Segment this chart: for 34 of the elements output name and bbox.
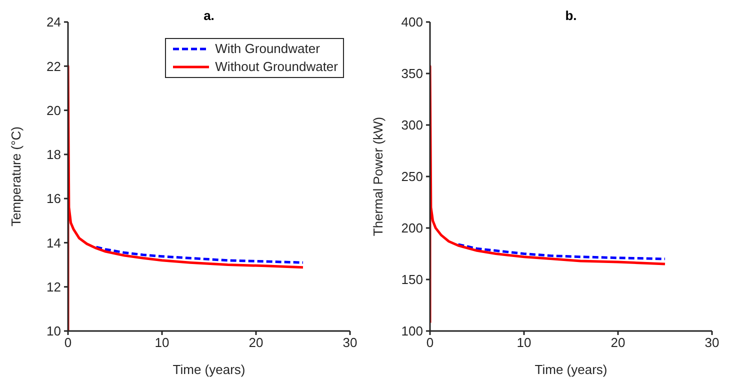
line-series <box>94 246 304 264</box>
y-tick-label: 10 <box>46 324 61 339</box>
y-axis-title: Temperature (°C) <box>8 126 24 226</box>
chart-title: a. <box>204 8 214 23</box>
x-axis-title: Time (years) <box>534 362 608 378</box>
y-tick-label: 350 <box>401 66 423 82</box>
y-tick-label: 250 <box>401 169 423 184</box>
x-tick-label: 0 <box>426 335 434 350</box>
line-series <box>430 65 666 324</box>
y-tick-label: 200 <box>401 220 423 236</box>
x-tick-label: 10 <box>154 335 170 350</box>
x-tick-label: 30 <box>342 335 358 350</box>
y-tick-label: 100 <box>401 324 423 339</box>
x-tick-label: 10 <box>516 335 532 350</box>
legend-label: With Groundwater <box>215 40 320 58</box>
y-tick-label: 22 <box>46 58 61 74</box>
x-tick-label: 0 <box>64 335 72 350</box>
y-tick-label: 12 <box>46 279 61 294</box>
legend-label: Without Groundwater <box>215 58 338 76</box>
y-axis-title: Thermal Power (kW) <box>370 116 386 236</box>
y-tick-label: 16 <box>46 191 61 206</box>
x-tick-label: 20 <box>610 335 626 350</box>
line-series <box>456 243 666 260</box>
y-tick-label: 18 <box>46 147 61 162</box>
x-axis-title: Time (years) <box>172 362 246 378</box>
y-tick-label: 14 <box>46 235 61 250</box>
y-tick-label: 400 <box>401 14 423 30</box>
y-tick-label: 24 <box>46 14 61 30</box>
y-tick-label: 300 <box>401 118 423 133</box>
chart-title: b. <box>565 8 577 23</box>
y-tick-label: 20 <box>46 102 61 118</box>
x-tick-label: 20 <box>248 335 264 350</box>
x-tick-label: 30 <box>704 335 720 350</box>
y-tick-label: 150 <box>401 272 423 288</box>
